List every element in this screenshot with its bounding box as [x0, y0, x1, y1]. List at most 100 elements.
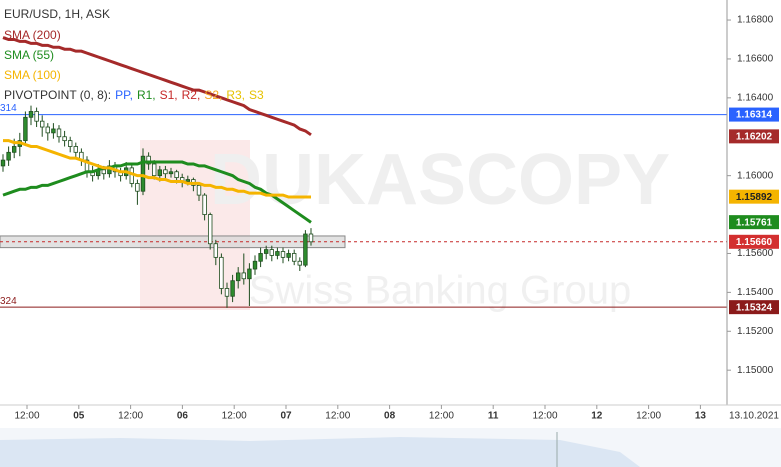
x-tick-label: 12:00 [429, 411, 454, 422]
x-tick-label: 12:00 [14, 411, 39, 422]
x-tick-label: 12:00 [118, 411, 143, 422]
candle-body [11, 146, 17, 153]
y-tick-label: 1.15400 [737, 287, 774, 298]
pivot-part: S1, [160, 88, 178, 102]
price-tag [729, 234, 779, 249]
watermark-subtext: Swiss Banking Group [249, 269, 631, 313]
x-tick-label: 11 [488, 411, 499, 422]
candle-body [40, 120, 45, 128]
candle-body [62, 136, 67, 142]
pivot-part: PP, [115, 88, 133, 102]
price-tag-label: 1.16202 [736, 132, 773, 143]
candle-body [146, 155, 151, 165]
pivot-legend: PIVOTPOINT (0, 8): PP, R1, S1, R2, S2, R3, S3 [4, 88, 264, 102]
candle-body [157, 169, 162, 177]
x-tick-label: 12:00 [636, 411, 661, 422]
price-tag [729, 300, 779, 315]
navigator-area [0, 437, 640, 467]
candle-body [196, 184, 202, 196]
y-tick-label: 1.16800 [737, 15, 774, 26]
y-tick-label: 1.16000 [737, 170, 774, 181]
price-tag-label: 1.15660 [736, 237, 773, 248]
price-tag [729, 107, 779, 122]
candle-body [23, 116, 28, 142]
candle-body [230, 280, 235, 297]
candle-body [174, 171, 179, 179]
legend-entry: SMA (55) [4, 48, 54, 62]
x-tick-label: 12 [591, 411, 603, 422]
x-tick-label: 12:00 [532, 411, 557, 422]
price-tag [729, 215, 779, 230]
candle-body [263, 249, 269, 254]
candle-body [0, 159, 6, 167]
x-tick-label: 06 [177, 411, 189, 422]
candle-body [241, 272, 246, 280]
candle-body [168, 171, 174, 175]
candle-body [308, 233, 314, 243]
pivot-part: R2, [182, 88, 201, 102]
candle-body [163, 169, 168, 175]
date-label: 13.10.2021 [729, 411, 779, 422]
legend-entry: SMA (200) [4, 28, 61, 42]
candle-body [34, 111, 39, 122]
candle-body [140, 155, 146, 192]
candle-body [247, 268, 252, 280]
candle-body [6, 151, 11, 161]
plot-area: 314 324 [0, 36, 727, 308]
x-tick-label: 13 [695, 411, 707, 422]
candle-body [291, 253, 297, 262]
y-tick-label: 1.15000 [737, 365, 774, 376]
candle-body [219, 256, 224, 289]
candle-body [135, 183, 140, 192]
price-tag [729, 129, 779, 144]
candle-body [73, 146, 78, 153]
legend-entry: SMA (100) [4, 68, 61, 82]
candle-body [68, 140, 73, 147]
indicator-line [2, 36, 312, 137]
watermark-text: DUKASCOPY [210, 140, 670, 220]
pivot-part: R3, [226, 88, 245, 102]
candle-body [235, 272, 241, 282]
indicator-line [2, 160, 312, 224]
candle-body [151, 163, 157, 177]
y-tick-label: 1.15600 [737, 248, 774, 259]
candle-body [213, 243, 218, 258]
candle-body [252, 260, 258, 270]
pivot-part: R1, [137, 88, 156, 102]
candle-body [280, 251, 286, 258]
x-tick-label: 05 [73, 411, 85, 422]
y-tick-label: 1.16600 [737, 54, 774, 65]
price-tag-label: 1.16314 [736, 110, 773, 121]
x-tick-label: 07 [280, 411, 292, 422]
candle-body [56, 128, 62, 138]
y-tick-label: 1.15200 [737, 326, 774, 337]
x-tick-label: 12:00 [222, 411, 247, 422]
indicator-line [3, 139, 311, 199]
candle-body [185, 179, 190, 182]
y-tick-label: 1.16400 [737, 92, 774, 103]
candle-body [269, 249, 274, 256]
level-label: 324 [0, 296, 17, 307]
candle-body [51, 128, 56, 134]
candle-body [275, 251, 280, 256]
x-tick-label: 12:00 [325, 411, 350, 422]
pivot-part: S2, [204, 88, 222, 102]
candle-body [202, 194, 207, 215]
candle-body [45, 126, 50, 134]
candle-body [224, 288, 230, 297]
candle-body [303, 233, 308, 266]
price-tag-label: 1.15324 [736, 302, 773, 313]
pivot-label: PIVOTPOINT (0, 8): [4, 88, 111, 102]
pivot-zone [0, 235, 346, 249]
price-tag-label: 1.15892 [736, 192, 773, 203]
legend-title: EUR/USD, 1H, ASK [4, 7, 110, 21]
candle-body [258, 253, 263, 262]
candle-body [207, 214, 213, 245]
candle-body [286, 253, 291, 258]
x-tick-label: 08 [384, 411, 396, 422]
level-label: 314 [0, 103, 17, 114]
price-tag [729, 189, 779, 204]
candle-body [101, 169, 106, 175]
